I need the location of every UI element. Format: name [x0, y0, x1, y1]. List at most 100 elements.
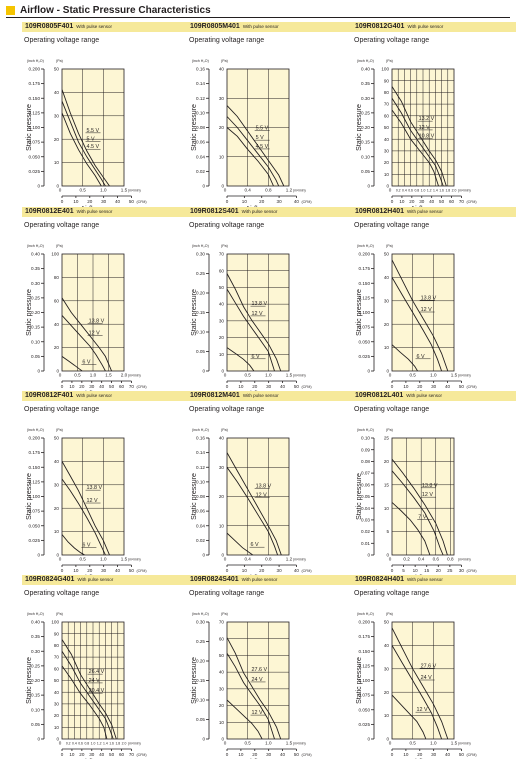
- series-label: 20.4 V: [89, 688, 105, 694]
- y-inch-tick-label: 0.10: [361, 154, 370, 159]
- plot-frame: [226, 437, 290, 556]
- plot-frame: [391, 621, 455, 740]
- x-m3-tick-label: 1.5: [286, 741, 293, 746]
- x-m3-tick-label: 1.6: [109, 742, 114, 746]
- series-line: [62, 297, 113, 371]
- y-inch-tick-label: 0.200: [29, 436, 41, 441]
- y-inch-tick-label: 0.35: [31, 266, 40, 271]
- model-title: 109R0812S401 With pulse sensor: [187, 207, 355, 217]
- y-inch-tick-label: 0.35: [361, 81, 370, 86]
- y-inch-tick-label: 0.050: [29, 154, 41, 159]
- y-inch-tick-label: 0.08: [361, 459, 370, 464]
- series-label: 24 V: [89, 678, 100, 684]
- y-inch-tick-label: 0.04: [361, 506, 370, 511]
- y-inch-tick-label: 0.30: [31, 649, 40, 654]
- series-label: 27.6 V: [252, 667, 268, 673]
- series-line: [62, 112, 102, 186]
- y-inch-tick-label: 0.050: [359, 339, 371, 344]
- y-inch-tick-label: 0.125: [359, 295, 371, 300]
- y-pa-tick-label: 60: [219, 636, 225, 641]
- y-pa-tick-label: 60: [54, 298, 60, 303]
- y-inch-tick-label: 0.04: [196, 523, 205, 528]
- y-pa-tick-label: 40: [219, 436, 225, 441]
- y-pa-unit: (Pa): [56, 59, 63, 63]
- x-m3-tick-label: 1.0: [430, 373, 437, 378]
- y-inch-tick-label: 0.20: [361, 125, 370, 130]
- y-inch-tick-label: 0: [367, 184, 370, 189]
- y-inch-unit: (inch H₂O): [27, 428, 44, 432]
- x-cfm-tick-label: 50: [109, 384, 115, 389]
- x-cfm-tick-label: 20: [417, 384, 423, 389]
- x-m3-tick-label: 0.5: [79, 557, 86, 562]
- x-cfm-tick-label: 10: [413, 568, 419, 573]
- x-m3-unit: (m³/min): [458, 189, 471, 193]
- y-axis-title: Static pressure: [191, 104, 198, 151]
- model-title: 109R0812M401 With pulse sensor: [187, 391, 355, 401]
- model-title: 109R0812L401 With pulse sensor: [352, 391, 516, 401]
- x-m3-tick-label: 0: [224, 188, 227, 193]
- y-pa-tick-label: 90: [54, 631, 60, 636]
- model-number: 109R0824G401: [25, 576, 75, 583]
- y-pa-tick-label: 80: [54, 275, 60, 280]
- x-cfm-tick-label: 0: [226, 752, 229, 757]
- x-m3-tick-label: 0: [59, 373, 62, 378]
- y-pa-tick-label: 10: [219, 154, 225, 159]
- y-inch-tick-label: 0.175: [29, 450, 41, 455]
- y-inch-tick-label: 0.25: [196, 271, 205, 276]
- x-cfm-tick-label: 20: [259, 568, 265, 573]
- x-cfm-tick-label: 20: [79, 384, 85, 389]
- x-cfm-tick-label: 10: [403, 384, 409, 389]
- y-inch-tick-label: 0.02: [196, 538, 205, 543]
- chart-svg: (inch H₂O) (Pa) 0.200 0.175 0.150 0.125 0.100 0…: [26, 59, 147, 213]
- y-pa-tick-label: 30: [54, 482, 60, 487]
- y-axis-title: Static pressure: [191, 657, 198, 704]
- plot-area: [227, 254, 289, 371]
- x-cfm-tick-label: 10: [73, 568, 79, 573]
- x-m3-unit: (m³/min): [458, 558, 471, 562]
- y-axis-title: Static pressure: [26, 289, 33, 336]
- y-inch-tick-label: 0.05: [31, 722, 40, 727]
- y-inch-tick-label: 0.25: [196, 639, 205, 644]
- sensor-note: With pulse sensor: [241, 209, 278, 214]
- x-cfm-tick-label: 40: [99, 752, 105, 757]
- series-label: 5 V: [256, 135, 264, 141]
- y-pa-tick-label: 50: [219, 653, 225, 658]
- y-pa-unit: (Pa): [221, 59, 228, 63]
- x-m3-tick-label: 0.6: [408, 189, 413, 193]
- series-label: 13.8 V: [421, 295, 437, 301]
- x-cfm-tick-label: 40: [280, 384, 286, 389]
- series-label: 12 V: [422, 492, 433, 498]
- y-pa-tick-label: 20: [384, 322, 390, 327]
- series-line: [392, 259, 449, 371]
- x-cfm-tick-label: 10: [242, 568, 248, 573]
- x-cfm-tick-label: 10: [73, 199, 79, 204]
- y-inch-tick-label: 0.16: [196, 67, 205, 72]
- y-pa-tick-label: 40: [54, 459, 60, 464]
- series-line: [392, 109, 439, 186]
- y-inch-tick-label: 0.05: [361, 494, 370, 499]
- y-pa-unit: (Pa): [221, 428, 228, 432]
- model-number: 109R0812H401: [355, 208, 405, 215]
- series-line: [227, 637, 282, 739]
- chart-svg: (inch H₂O) (Pa) 0.30 0.25 0.20 0.15 0.10 0.05 0 7…: [191, 244, 312, 398]
- x-m3-tick-label: 2.0: [452, 189, 457, 193]
- x-cfm-tick-label: 15: [424, 568, 430, 573]
- y-pa-tick-label: 30: [219, 465, 225, 470]
- series-line: [392, 277, 443, 371]
- x-cfm-tick-label: 20: [87, 199, 93, 204]
- y-pa-tick-label: 0: [221, 737, 224, 742]
- chart-svg: (inch H₂O) (Pa) 0.200 0.175 0.150 0.125 0.100 0…: [356, 612, 477, 757]
- model-number: 109R0812S401: [190, 208, 239, 215]
- y-inch-unit: (inch H₂O): [27, 59, 44, 63]
- model-number: 109R0805F401: [25, 23, 74, 30]
- y-inch-unit: (inch H₂O): [27, 244, 44, 248]
- x-cfm-tick-label: 0: [226, 568, 229, 573]
- x-m3-tick-label: 1.2: [286, 557, 293, 562]
- y-pa-tick-label: 10: [384, 506, 390, 511]
- x-m3-unit: (m³/min): [128, 374, 141, 378]
- y-inch-tick-label: 0.200: [359, 252, 371, 257]
- chart-subtitle: Operating voltage range: [189, 222, 265, 229]
- y-inch-tick-label: 0.07: [361, 471, 370, 476]
- series-label: 12 V: [89, 330, 100, 336]
- section-marker-icon: [6, 5, 15, 15]
